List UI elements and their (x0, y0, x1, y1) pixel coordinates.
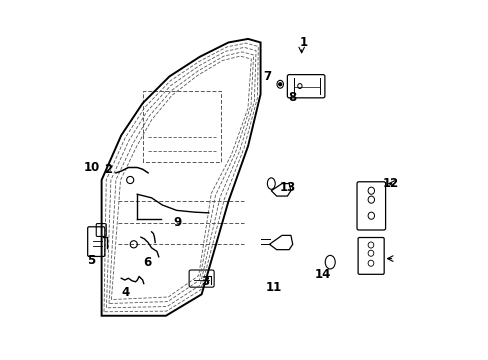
Text: 9: 9 (173, 216, 181, 229)
Text: 1: 1 (299, 36, 307, 49)
Text: 3: 3 (201, 275, 209, 288)
Text: 11: 11 (265, 281, 282, 294)
Text: 2: 2 (104, 163, 112, 176)
Text: 14: 14 (314, 268, 330, 281)
Text: 10: 10 (83, 161, 100, 174)
Text: 6: 6 (143, 256, 151, 269)
Text: 12: 12 (382, 177, 398, 190)
Text: 7: 7 (263, 70, 270, 83)
Text: 4: 4 (122, 286, 130, 299)
Circle shape (278, 83, 281, 86)
Text: 8: 8 (288, 91, 296, 104)
Text: 13: 13 (279, 181, 295, 194)
Text: 5: 5 (87, 254, 96, 267)
